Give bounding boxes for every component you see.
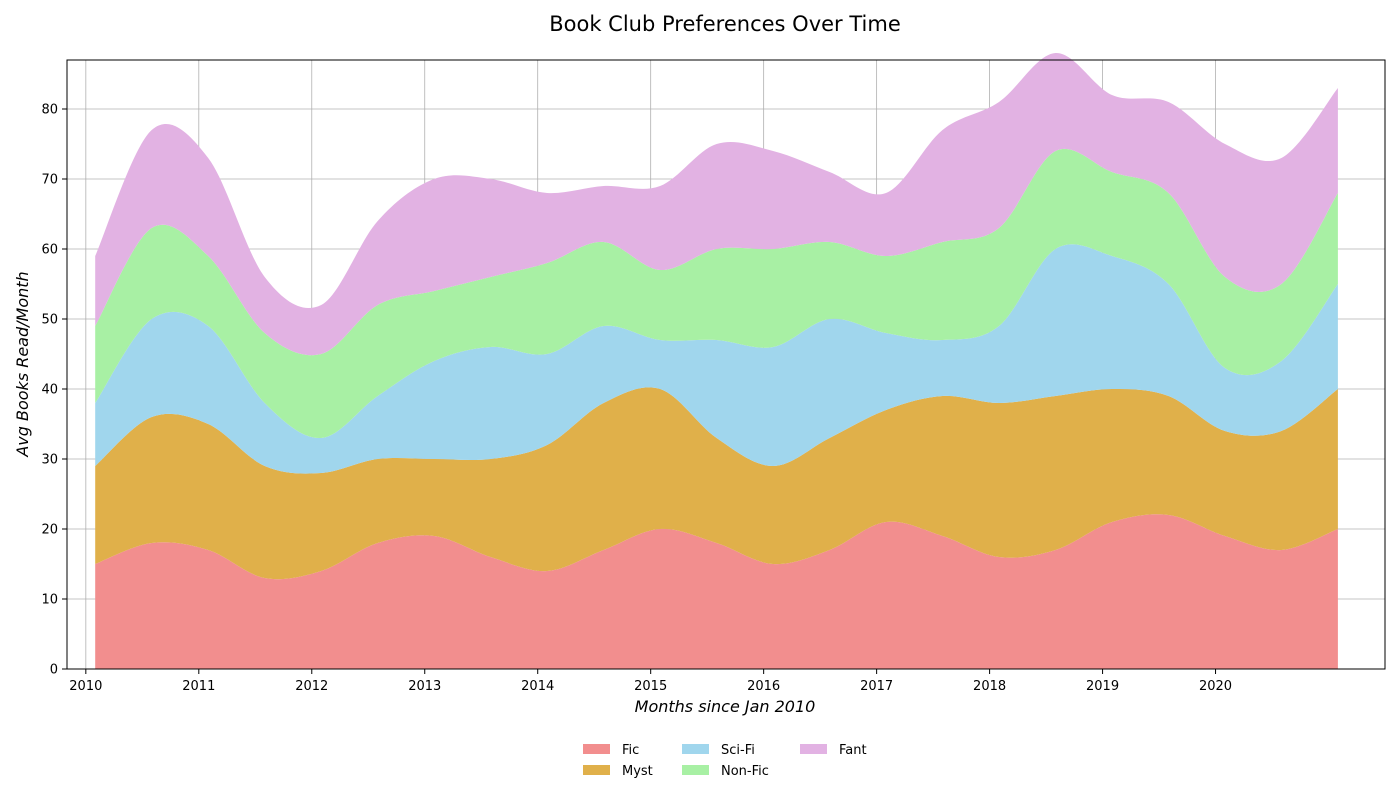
x-tick-label: 2017 [860, 679, 893, 694]
area-non-fic [95, 148, 1338, 439]
area-fant [95, 52, 1338, 356]
x-tick-label: 2011 [182, 679, 215, 694]
area-sci-fi [95, 244, 1338, 474]
legend-swatch [583, 744, 610, 754]
x-tick-label: 2020 [1199, 679, 1232, 694]
y-tick-label: 50 [41, 313, 58, 328]
legend-label: Fant [839, 743, 867, 758]
chart-title: Book Club Preferences Over Time [549, 12, 901, 36]
y-tick-label: 70 [41, 173, 58, 188]
x-tick-label: 2014 [521, 679, 554, 694]
y-tick-label: 10 [41, 593, 58, 608]
legend-label: Sci-Fi [721, 743, 755, 758]
x-tick-label: 2016 [747, 679, 780, 694]
legend-label: Non-Fic [721, 764, 769, 779]
area-fic [95, 514, 1338, 669]
legend-label: Fic [622, 743, 639, 758]
plot-frame [66, 59, 1386, 670]
x-tick-label: 2010 [69, 679, 102, 694]
axis-ticks: 2010 2011 2012 2013 2014 2015 2016 2017 2018 2019… [41, 103, 1232, 695]
area-myst [95, 387, 1338, 580]
x-tick-label: 2018 [973, 679, 1006, 694]
y-tick-label: 40 [41, 383, 58, 398]
legend: Fic Myst Sci-Fi Non-Fic Fant [583, 743, 867, 779]
legend-swatch [682, 765, 709, 775]
y-axis-label: Avg Books Read/Month [13, 271, 32, 457]
x-tick-label: 2012 [295, 679, 328, 694]
x-tick-label: 2019 [1086, 679, 1119, 694]
legend-swatch [583, 765, 610, 775]
y-tick-label: 20 [41, 523, 58, 538]
y-tick-label: 80 [41, 103, 58, 118]
legend-swatch [682, 744, 709, 754]
legend-swatch [800, 744, 827, 754]
x-axis-label: Months since Jan 2010 [635, 697, 816, 716]
y-tick-label: 30 [41, 453, 58, 468]
y-tick-label: 0 [50, 663, 58, 678]
stacked-areas [95, 52, 1338, 669]
y-tick-label: 60 [41, 243, 58, 258]
x-tick-label: 2015 [634, 679, 667, 694]
legend-label: Myst [622, 764, 653, 779]
x-tick-label: 2013 [408, 679, 441, 694]
